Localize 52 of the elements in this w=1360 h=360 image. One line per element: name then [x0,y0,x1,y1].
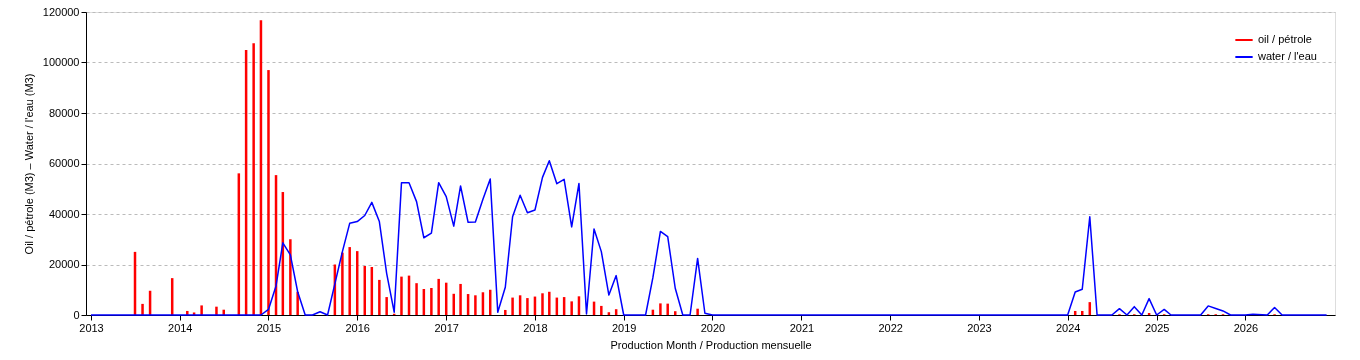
y-tick-label: 0 [73,308,80,321]
bar [430,287,433,315]
bar [200,305,203,315]
bar [474,295,477,315]
bar [526,298,529,315]
y-tick-label: 60000 [48,157,80,169]
bar [252,43,255,315]
bar [541,293,544,315]
y-tick-label: 100000 [42,56,80,68]
bar [415,283,418,315]
bar [400,276,403,315]
bar [600,305,603,315]
bar [378,279,381,315]
bar [385,297,388,315]
x-tick-label: 2022 [878,321,903,334]
y-tick-label: 40000 [48,207,80,220]
bar [459,283,462,315]
bar [296,291,299,315]
bar [267,70,270,315]
bar [341,252,344,315]
y-tick-label: 80000 [48,106,80,119]
bar [659,303,662,315]
bar [437,278,440,315]
legend-label: water / l'eau [1257,50,1317,62]
x-tick-label: 2014 [168,321,193,334]
line-series [90,159,1328,316]
x-tick-label: 2023 [967,321,992,334]
x-tick-label: 2021 [789,321,815,334]
x-tick-label: 2017 [434,321,459,334]
bar [548,291,551,315]
x-tick-label: 2013 [79,321,104,334]
y-axis-title: Oil / pétrole (M3) – Water / l'eau (M3) [22,73,35,255]
x-axis-title: Production Month / Production mensuelle [610,338,812,351]
x-tick-label: 2018 [523,321,548,334]
bar [289,239,292,315]
y-tick-label: 20000 [48,258,80,270]
bar [696,308,699,315]
bar [141,303,144,315]
x-tick-label: 2024 [1055,321,1081,334]
bar [504,309,507,315]
x-tick-label: 2019 [611,321,637,334]
x-tick-label: 2016 [345,321,370,334]
bar [666,303,669,315]
bar [511,297,514,315]
legend-label: oil / pétrole [1258,33,1312,45]
bar [348,247,351,315]
x-tick-label: 2025 [1144,321,1170,334]
y-tick-label: 120000 [42,5,80,18]
x-tick-label: 2015 [256,321,282,334]
bar [570,301,573,315]
x-tick-label: 2026 [1233,321,1259,334]
x-tick-label: 2020 [700,321,726,334]
